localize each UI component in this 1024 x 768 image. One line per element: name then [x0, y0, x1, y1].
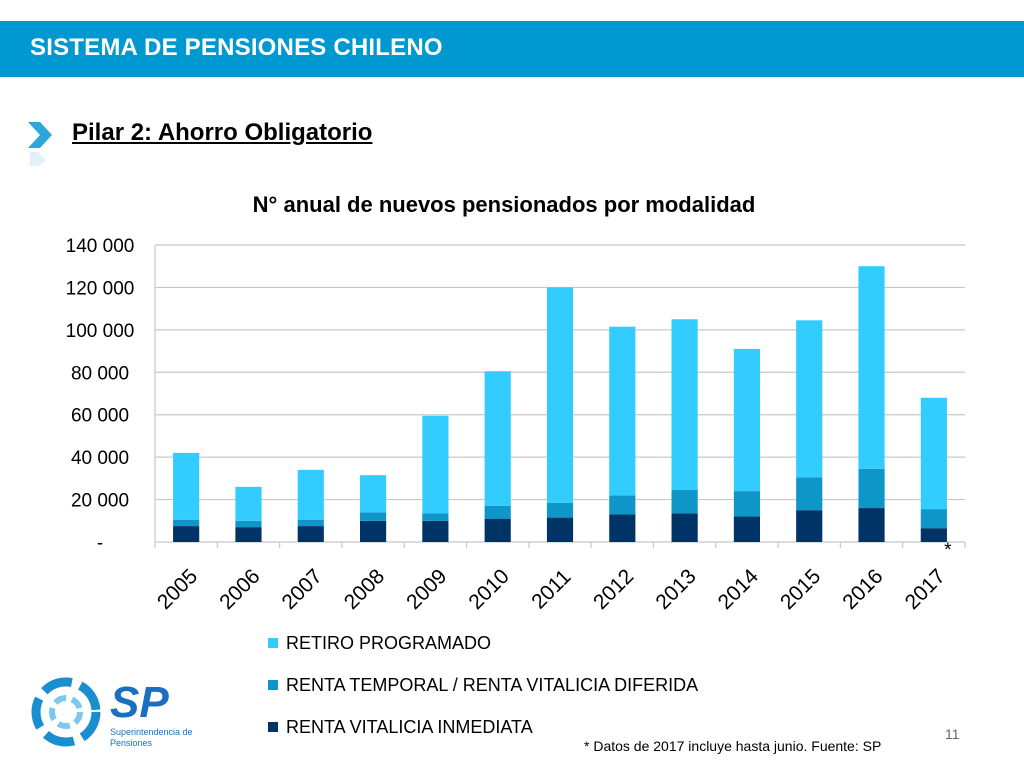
x-tick-label: 2006 — [215, 565, 264, 614]
bar-segment-renta-vitalicia — [920, 528, 947, 542]
bar-segment-retiro-programado — [359, 475, 387, 513]
legend-item-renta-temporal: RENTA TEMPORAL / RENTA VITALICIA DIFERID… — [268, 664, 698, 706]
bar-segment-renta-vitalicia — [484, 518, 511, 542]
logo-line1: Superintendencia de — [110, 727, 193, 737]
slide-title: SISTEMA DE PENSIONES CHILENO — [30, 34, 443, 61]
y-tick-label: 140 000 — [66, 236, 135, 257]
bar-segment-renta-vitalicia — [297, 526, 324, 542]
bar-segment-renta-vitalicia — [546, 517, 574, 542]
y-tick-label: 80 000 — [71, 363, 129, 384]
x-tick-label: 2014 — [714, 565, 764, 615]
annotation-asterisk: * — [944, 540, 952, 561]
bar-segment-renta-temporal — [609, 495, 636, 515]
bar-segment-renta-temporal — [920, 509, 947, 529]
y-tick-label: 40 000 — [71, 448, 129, 469]
legend-label: RETIRO PROGRAMADO — [286, 632, 492, 653]
bar-segment-retiro-programado — [920, 397, 947, 510]
legend-swatch — [268, 722, 278, 732]
bar-segment-renta-vitalicia — [173, 526, 200, 542]
bar-segment-renta-vitalicia — [235, 527, 262, 542]
bar-segment-renta-temporal — [235, 520, 262, 528]
legend-label: RENTA VITALICIA INMEDIATA — [286, 716, 533, 737]
sp-logo: SP Superintendencia de Pensiones — [31, 677, 193, 748]
x-tick-label: 2005 — [153, 565, 202, 614]
legend-item-renta-vitalicia: RENTA VITALICIA INMEDIATA — [268, 706, 698, 748]
y-tick-label: 60 000 — [71, 406, 129, 427]
bar-segment-renta-vitalicia — [609, 514, 636, 542]
logo-acronym: SP — [110, 678, 169, 727]
bar-segment-retiro-programado — [235, 486, 262, 521]
bar-segment-retiro-programado — [858, 266, 885, 469]
bar-segment-retiro-programado — [484, 371, 511, 506]
bar-segment-renta-vitalicia — [359, 520, 387, 542]
bar-segment-renta-vitalicia — [422, 520, 449, 542]
footnote: * Datos de 2017 incluye hasta junio. Fue… — [584, 738, 882, 754]
bar-segment-retiro-programado — [733, 348, 761, 492]
y-tick-label: - — [97, 533, 103, 554]
bar-segment-retiro-programado — [546, 287, 574, 503]
chart-legend: RETIRO PROGRAMADO RENTA TEMPORAL / RENTA… — [268, 622, 698, 748]
x-tick-label: 2016 — [838, 565, 887, 614]
legend-swatch — [268, 638, 278, 648]
x-tick-label: 2007 — [278, 565, 327, 614]
x-tick-label: 2008 — [340, 565, 389, 614]
bar-segment-renta-temporal — [796, 477, 823, 511]
x-tick-label: 2009 — [402, 565, 451, 614]
bar-segment-renta-temporal — [359, 512, 387, 521]
bar-segment-renta-temporal — [671, 490, 698, 514]
y-tick-label: 20 000 — [71, 491, 129, 512]
header-bar — [0, 21, 1024, 77]
bar-segment-renta-vitalicia — [796, 510, 823, 542]
bar-segment-retiro-programado — [671, 319, 698, 491]
hands-emblem-icon — [31, 677, 101, 747]
y-tick-label: 120 000 — [66, 278, 135, 299]
x-tick-label: 2013 — [651, 565, 700, 614]
legend-item-retiro-programado: RETIRO PROGRAMADO — [268, 622, 698, 664]
bar-segment-renta-temporal — [297, 519, 324, 527]
bar-segment-retiro-programado — [609, 326, 636, 496]
stacked-bar-chart: N° anual de nuevos pensionados por modal… — [66, 192, 966, 615]
bar-segment-renta-temporal — [484, 505, 511, 519]
page-number: 11 — [945, 726, 960, 742]
chart-title: N° anual de nuevos pensionados por modal… — [253, 192, 756, 217]
bar-segment-retiro-programado — [796, 320, 823, 478]
bar-segment-renta-temporal — [733, 491, 761, 517]
bar-segment-renta-vitalicia — [858, 508, 885, 542]
bar-segment-renta-temporal — [858, 468, 885, 509]
bar-segment-retiro-programado — [297, 469, 324, 520]
bar-segment-renta-vitalicia — [671, 513, 698, 542]
x-tick-label: 2010 — [464, 565, 513, 614]
bar-segment-renta-temporal — [422, 513, 449, 521]
section-subtitle: Pilar 2: Ahorro Obligatorio — [72, 119, 373, 146]
legend-swatch — [268, 680, 278, 690]
bar-segment-retiro-programado — [173, 452, 200, 520]
x-tick-label: 2015 — [776, 565, 825, 614]
bar-segment-renta-vitalicia — [733, 516, 761, 542]
y-tick-label: 100 000 — [66, 321, 135, 342]
x-tick-label: 2012 — [589, 565, 638, 614]
chevron-icon — [28, 122, 52, 166]
bar-segment-renta-temporal — [546, 502, 574, 518]
x-tick-label: 2011 — [527, 565, 575, 613]
bar-segment-retiro-programado — [422, 415, 449, 514]
legend-label: RENTA TEMPORAL / RENTA VITALICIA DIFERID… — [286, 674, 699, 695]
bar-segment-renta-temporal — [173, 519, 200, 527]
logo-line2: Pensiones — [110, 738, 153, 748]
x-tick-label: 2017 — [901, 565, 950, 614]
